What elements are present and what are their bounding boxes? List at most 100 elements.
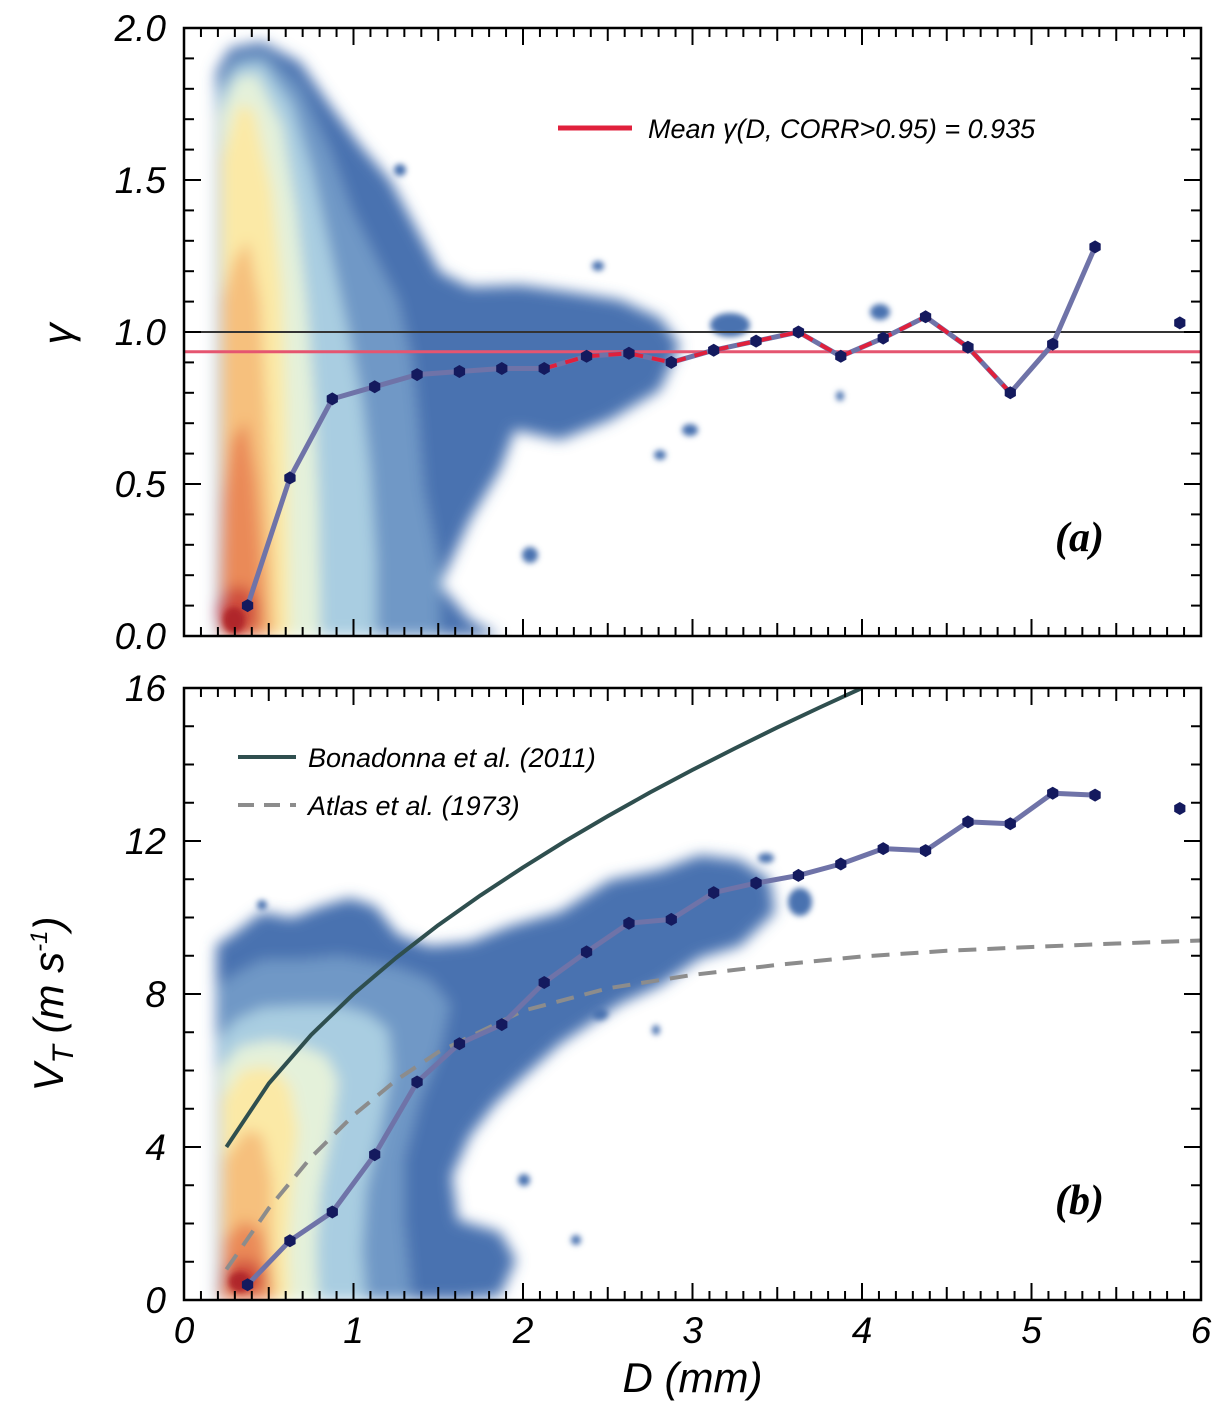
y-axis-title-units: (m s bbox=[25, 952, 72, 1045]
outlier-blob bbox=[710, 313, 750, 337]
y-tick-label: 0.0 bbox=[115, 616, 167, 657]
y-tick-label: 16 bbox=[125, 668, 167, 709]
data-point bbox=[835, 349, 847, 363]
data-point bbox=[284, 1234, 296, 1248]
data-point bbox=[1004, 386, 1016, 400]
y-tick-label: 8 bbox=[145, 974, 166, 1015]
data-layer bbox=[224, 688, 1201, 1292]
legend-label-atlas: Atlas et al. (1973) bbox=[306, 791, 520, 821]
data-point bbox=[792, 868, 805, 882]
x-tick-label: 3 bbox=[682, 1310, 703, 1351]
outlier-blob bbox=[592, 261, 604, 271]
outlier-blob bbox=[836, 391, 844, 401]
density-contours-a bbox=[216, 42, 890, 636]
data-point bbox=[411, 368, 423, 382]
data-point bbox=[792, 325, 805, 339]
density-contours-b bbox=[216, 853, 812, 1300]
data-point bbox=[453, 365, 466, 378]
data-point bbox=[1047, 337, 1059, 351]
y-tick-label: 2.0 bbox=[114, 8, 167, 49]
outlier-blob bbox=[870, 304, 890, 320]
data-point bbox=[877, 331, 889, 345]
y-axis-title-symbol: V bbox=[25, 1060, 72, 1092]
x-tick-label: 1 bbox=[343, 1310, 364, 1351]
data-point bbox=[1174, 802, 1186, 815]
plot-area-a: 0.0 0.5 1.0 1.5 2.0 γ Mean γ(D, CORR>0.95) = 0… bbox=[34, 8, 1203, 657]
data-point bbox=[496, 362, 508, 375]
data-point bbox=[623, 346, 635, 360]
y-tick-label: 4 bbox=[145, 1127, 166, 1168]
outlier-blob bbox=[522, 547, 538, 563]
outlier-blob bbox=[518, 1174, 530, 1186]
y-axis-title-subscript: T bbox=[47, 1042, 80, 1063]
data-point bbox=[326, 1205, 338, 1219]
y-axis-title: γ bbox=[34, 322, 81, 345]
legend: Bonadonna et al. (2011) Atlas et al. (197… bbox=[238, 743, 596, 821]
y-axis-title-close: ) bbox=[25, 917, 72, 936]
data-point bbox=[496, 1018, 508, 1032]
legend-label-mean: Mean γ(D, CORR>0.95) = 0.935 bbox=[648, 114, 1036, 144]
data-point bbox=[962, 340, 974, 354]
y-axis-title: VT (m s-1) bbox=[25, 917, 80, 1092]
data-point bbox=[919, 310, 932, 324]
legend-label-bonadonna: Bonadonna et al. (2011) bbox=[308, 743, 596, 773]
ticks bbox=[183, 687, 1202, 1301]
density-peak bbox=[223, 607, 245, 633]
data-layer bbox=[184, 240, 1201, 613]
bonadonna-curve bbox=[224, 688, 863, 1149]
panel-label-a: (a) bbox=[1055, 515, 1104, 561]
data-point bbox=[708, 886, 720, 900]
x-tick-label: 5 bbox=[1021, 1310, 1042, 1351]
outlier-blob bbox=[571, 1235, 581, 1245]
data-point bbox=[919, 844, 932, 858]
y-tick-label: 1.5 bbox=[115, 160, 167, 201]
legend: Mean γ(D, CORR>0.95) = 0.935 bbox=[558, 114, 1036, 144]
outlier-blob bbox=[654, 450, 666, 460]
data-point bbox=[877, 842, 889, 856]
x-tick-label: 0 bbox=[174, 1310, 195, 1351]
outlier-blob bbox=[257, 900, 267, 910]
data-point bbox=[580, 945, 593, 959]
outlier-blob bbox=[652, 1025, 660, 1035]
data-point bbox=[1089, 240, 1101, 254]
outlier-blob bbox=[682, 424, 698, 436]
data-point bbox=[1174, 316, 1186, 330]
data-point bbox=[538, 362, 550, 375]
y-tick-label: 1.0 bbox=[115, 312, 167, 353]
y-tick-label: 0.5 bbox=[115, 464, 167, 505]
x-tick-label: 4 bbox=[852, 1310, 873, 1351]
data-point bbox=[750, 876, 762, 890]
data-point bbox=[241, 1278, 254, 1292]
data-point bbox=[326, 392, 338, 406]
data-point bbox=[369, 1148, 381, 1162]
outlier-blob bbox=[758, 853, 774, 863]
y-tick-label: 12 bbox=[125, 821, 167, 862]
data-point bbox=[284, 471, 296, 485]
data-point bbox=[538, 976, 550, 989]
data-point bbox=[962, 815, 974, 829]
x-tick-label: 6 bbox=[1191, 1310, 1212, 1351]
data-point bbox=[411, 1075, 423, 1089]
data-point bbox=[580, 349, 593, 363]
data-point bbox=[665, 912, 677, 926]
data-point bbox=[750, 334, 762, 348]
data-point bbox=[835, 857, 847, 871]
data-point bbox=[1089, 788, 1101, 802]
data-point bbox=[708, 343, 720, 357]
outlier-blob bbox=[592, 1008, 608, 1020]
x-tick-label: 2 bbox=[512, 1310, 534, 1351]
data-point bbox=[369, 380, 381, 394]
atlas-curve bbox=[224, 938, 1201, 1271]
data-point bbox=[241, 599, 254, 613]
outlier-blob bbox=[788, 888, 812, 916]
outlier-blob bbox=[394, 164, 406, 176]
y-tick-label: 0 bbox=[145, 1280, 166, 1321]
panel-label-b: (b) bbox=[1055, 1178, 1104, 1224]
panel-a: 0.0 0.5 1.0 1.5 2.0 γ Mean γ(D, CORR>0.95) = 0… bbox=[34, 8, 1203, 657]
x-axis-title: D (mm) bbox=[623, 1354, 763, 1401]
ticks bbox=[183, 27, 1202, 637]
data-point bbox=[665, 355, 677, 369]
